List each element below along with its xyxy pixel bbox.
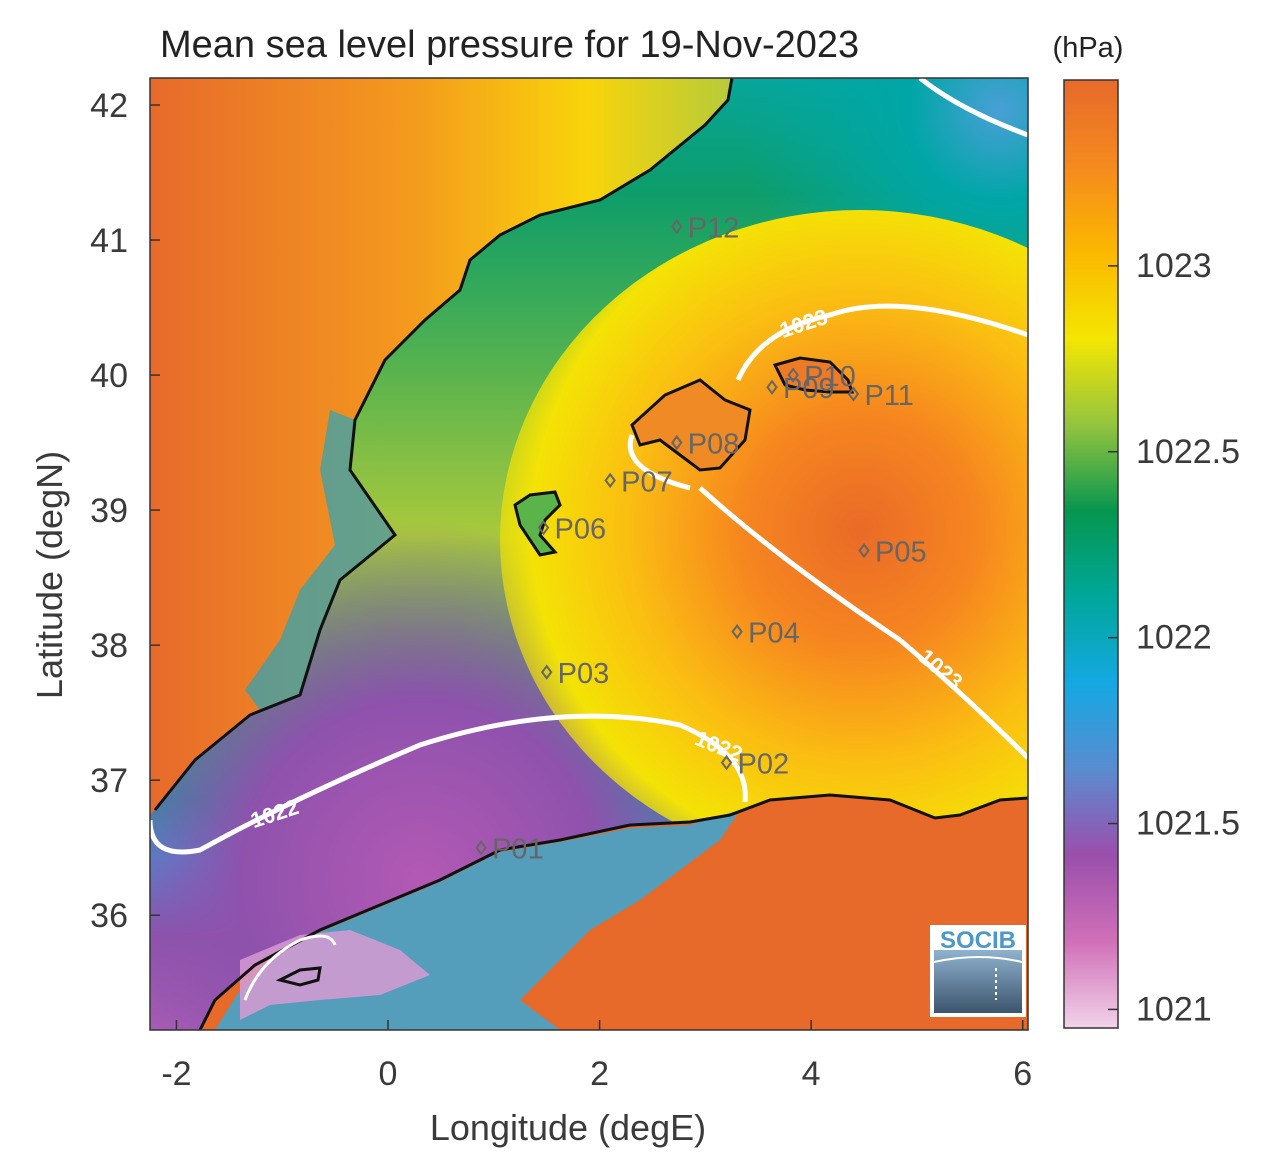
y-tick-label: 42 bbox=[90, 87, 128, 125]
station-p10[interactable]: P10 bbox=[787, 361, 856, 393]
y-tick-label: 36 bbox=[90, 897, 128, 935]
station-label: P08 bbox=[688, 429, 740, 461]
contour-1023-north bbox=[627, 434, 691, 491]
station-label: P06 bbox=[555, 514, 607, 546]
station-p01[interactable]: P01 bbox=[475, 834, 544, 866]
station-marker-icon bbox=[604, 472, 616, 489]
station-marker-icon bbox=[540, 664, 553, 680]
station-label: P07 bbox=[621, 466, 673, 498]
station-label: P03 bbox=[558, 658, 610, 690]
station-p07[interactable]: P07 bbox=[604, 466, 673, 498]
colorbar-tick-label: 1023 bbox=[1136, 247, 1212, 285]
x-tick-label: 6 bbox=[1013, 1055, 1032, 1093]
ibiza-island bbox=[515, 492, 560, 555]
x-tick-label: 2 bbox=[590, 1055, 609, 1093]
station-marker-icon bbox=[787, 367, 799, 383]
station-label: P01 bbox=[492, 834, 544, 866]
colorbar-tick-label: 1022.5 bbox=[1136, 433, 1240, 471]
colorbar-unit: (hPa) bbox=[1053, 32, 1124, 64]
plot-frame bbox=[149, 77, 1029, 1031]
station-p03[interactable]: P03 bbox=[540, 658, 610, 690]
station-marker-icon bbox=[720, 754, 733, 771]
colorbar-tick-label: 1021 bbox=[1136, 990, 1212, 1028]
station-label: P12 bbox=[688, 213, 740, 245]
colorbar-bar bbox=[1063, 79, 1119, 1029]
y-tick-label: 40 bbox=[90, 357, 128, 395]
y-tick-label: 37 bbox=[90, 762, 128, 800]
contour-1022 bbox=[150, 713, 748, 855]
station-p02[interactable]: P02 bbox=[720, 749, 790, 781]
station-p11[interactable]: P11 bbox=[847, 380, 914, 412]
station-label: P02 bbox=[738, 749, 790, 781]
colorbar: 1021 1021.5 1022 1022.5 1023 (hPa) bbox=[1053, 32, 1240, 1029]
y-axis-ticks: 36 37 38 39 40 41 42 bbox=[90, 87, 160, 935]
contour-1022-snow bbox=[243, 934, 337, 1001]
station-p04[interactable]: P04 bbox=[731, 618, 800, 650]
station-p12[interactable]: P12 bbox=[671, 213, 740, 245]
y-axis-label: Latitude (degN) bbox=[29, 451, 70, 699]
station-label: P10 bbox=[804, 361, 856, 393]
colorbar-ticks: 1021 1021.5 1022 1022.5 1023 bbox=[1108, 247, 1240, 1028]
x-tick-label: -2 bbox=[161, 1055, 191, 1093]
station-marker-icon bbox=[475, 840, 487, 856]
station-label: P05 bbox=[875, 537, 927, 569]
station-marker-icon bbox=[537, 520, 550, 536]
y-tick-label: 39 bbox=[90, 492, 128, 530]
station-marker-icon bbox=[671, 218, 683, 235]
station-label: P04 bbox=[748, 618, 800, 650]
socib-logo-text: SOCIB bbox=[940, 927, 1016, 954]
y-tick-label: 38 bbox=[90, 627, 128, 665]
colorbar-tick-label: 1021.5 bbox=[1136, 805, 1240, 843]
socib-logo: SOCIB bbox=[930, 925, 1026, 1017]
contour-1023-ne bbox=[918, 78, 1028, 138]
station-marker-icon bbox=[858, 542, 870, 559]
contour-lines bbox=[150, 78, 1028, 1001]
station-p08[interactable]: P08 bbox=[671, 429, 740, 461]
y-tick-label: 41 bbox=[90, 222, 128, 260]
coastlines bbox=[153, 78, 1028, 1030]
x-axis-ticks: -2 0 2 4 6 bbox=[161, 1020, 1032, 1093]
map-title: Mean sea level pressure for 19-Nov-2023 bbox=[160, 24, 859, 66]
station-marker-icon bbox=[671, 434, 683, 451]
station-marker-icon bbox=[731, 623, 743, 640]
x-tick-label: 4 bbox=[802, 1055, 821, 1093]
station-marker-icon bbox=[847, 386, 860, 402]
contour-1023-balearic bbox=[698, 486, 1028, 760]
station-p06[interactable]: P06 bbox=[537, 514, 607, 546]
station-label: P11 bbox=[864, 380, 913, 412]
x-tick-label: 0 bbox=[379, 1055, 398, 1093]
mallorca-island bbox=[632, 380, 750, 470]
station-marker-icon bbox=[766, 379, 778, 395]
station-p05[interactable]: P05 bbox=[858, 537, 927, 569]
x-axis-label: Longitude (degE) bbox=[430, 1107, 706, 1148]
contour-1023-ring bbox=[735, 303, 1028, 382]
africa-highland-pink bbox=[240, 930, 430, 1020]
colorbar-tick-label: 1022 bbox=[1136, 619, 1212, 657]
iberia-coastal-strip bbox=[245, 410, 395, 710]
